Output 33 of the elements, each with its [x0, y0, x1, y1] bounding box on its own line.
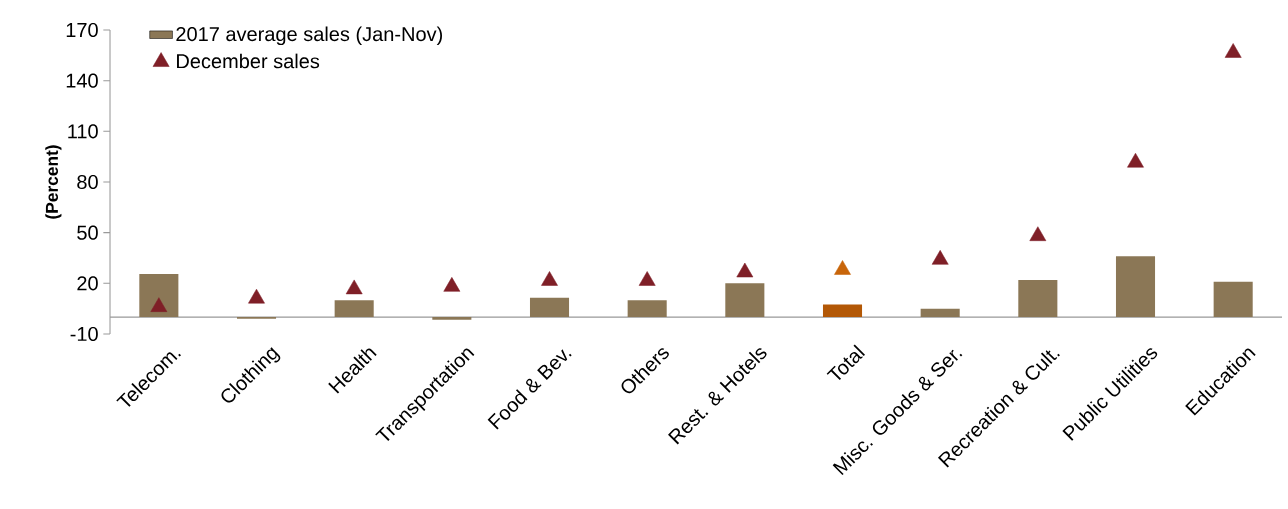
y-tick-label: 20	[77, 276, 98, 291]
y-tick-label: 140	[66, 73, 98, 88]
y-tick-label: 110	[68, 124, 98, 139]
point	[736, 262, 754, 278]
bar	[1213, 281, 1253, 318]
y-tick-label: 80	[77, 174, 98, 190]
point	[931, 250, 949, 265]
y-tick-label: 50	[77, 225, 98, 240]
y-tick-label: 170	[66, 22, 98, 38]
bar	[822, 304, 863, 318]
bar	[627, 300, 667, 318]
point	[541, 271, 558, 286]
point	[638, 271, 656, 286]
point	[345, 279, 363, 295]
bar	[139, 274, 179, 318]
bar	[725, 283, 765, 318]
legend-label: 2017 average sales (Jan-Nov)	[176, 26, 443, 46]
bar	[334, 300, 374, 318]
bar	[529, 297, 570, 318]
point	[834, 260, 851, 275]
y-axis-title: (Percent)	[45, 145, 62, 219]
point	[1224, 43, 1242, 58]
legend-label: December sales	[177, 53, 320, 69]
point	[248, 288, 265, 304]
bar	[1018, 279, 1058, 318]
bar	[1115, 256, 1156, 318]
point	[150, 297, 168, 312]
point	[1127, 152, 1144, 168]
point	[1029, 226, 1047, 241]
point	[443, 277, 461, 292]
y-tick-label: -10	[70, 326, 98, 342]
bar	[920, 308, 960, 318]
bar	[432, 317, 472, 320]
